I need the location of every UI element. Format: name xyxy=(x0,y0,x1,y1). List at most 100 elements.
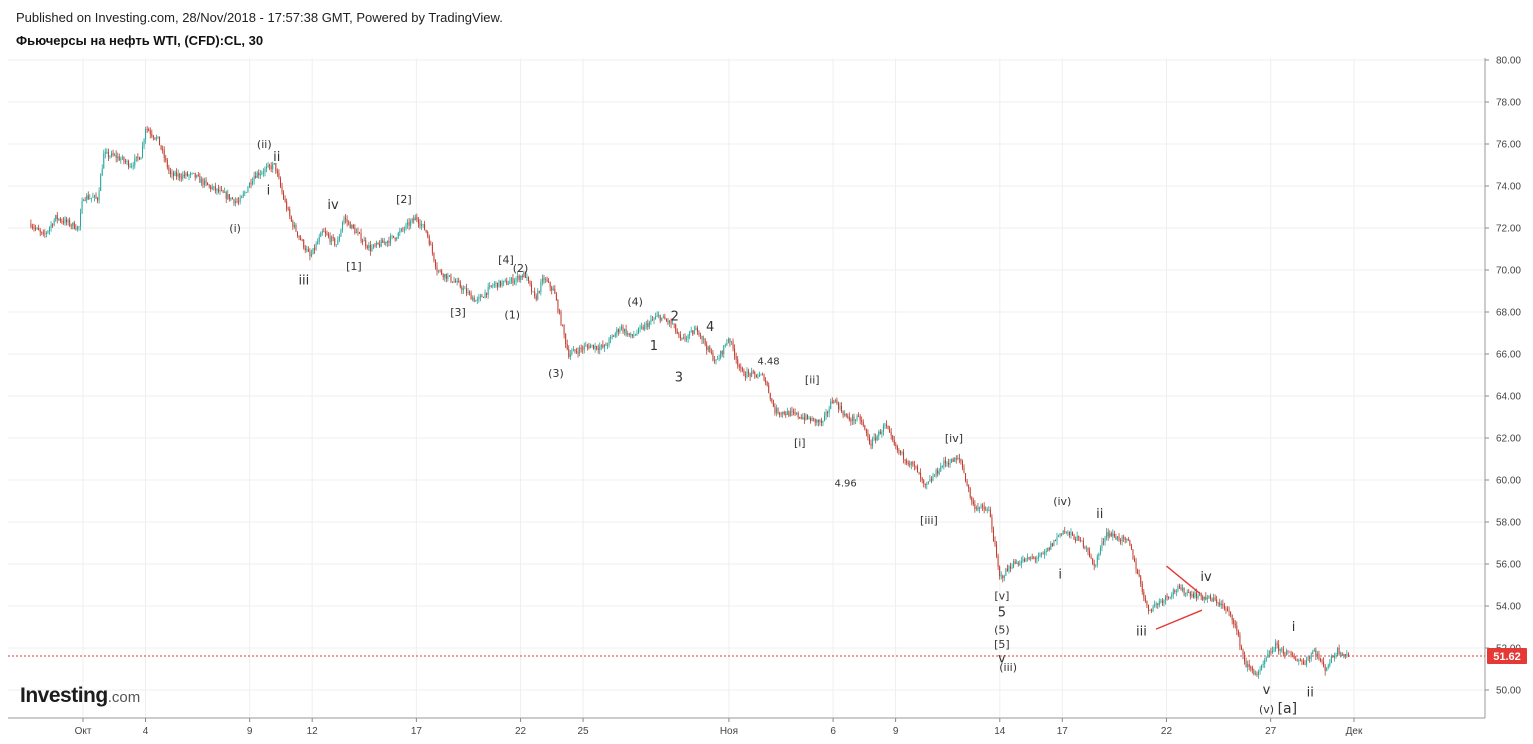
wave-label: [iii] xyxy=(920,514,938,527)
candle-body xyxy=(1197,595,1199,599)
candle-body xyxy=(1183,587,1185,595)
wave-label: 4.96 xyxy=(834,478,856,489)
candle-body xyxy=(971,497,973,502)
candle-body xyxy=(873,437,875,439)
candle-body xyxy=(363,240,365,242)
candle-body xyxy=(52,224,54,226)
candle-body xyxy=(317,241,319,244)
candle-body xyxy=(529,280,531,285)
x-tick-label: 22 xyxy=(1161,726,1173,737)
candle-body xyxy=(1211,598,1213,602)
candle-body xyxy=(1106,532,1108,538)
candle-body xyxy=(1095,564,1097,566)
candle-body xyxy=(177,173,179,177)
candle-body xyxy=(335,244,337,246)
candle-body xyxy=(238,201,240,203)
candle-body xyxy=(540,282,542,292)
candle-body xyxy=(1279,648,1281,652)
candle-body xyxy=(806,414,808,419)
candle-body xyxy=(879,431,881,435)
candle-body xyxy=(839,405,841,409)
candle-body xyxy=(397,232,399,238)
candle-body xyxy=(163,150,165,158)
candle-body xyxy=(1302,661,1304,665)
candle-body xyxy=(650,319,652,323)
candle-body xyxy=(1101,541,1103,548)
candle-body xyxy=(352,224,354,228)
candle-body xyxy=(830,401,832,409)
candle-body xyxy=(940,466,942,472)
candle-body xyxy=(997,555,999,567)
candle-body xyxy=(703,338,705,340)
candle-body xyxy=(1265,657,1267,661)
candle-body xyxy=(769,392,771,399)
candle-body xyxy=(106,151,108,153)
candle-body xyxy=(944,460,946,464)
candle-body xyxy=(1304,664,1306,666)
candle-body xyxy=(1137,569,1139,575)
x-tick-label: 12 xyxy=(307,726,319,737)
candle-body xyxy=(704,338,706,345)
candle-body xyxy=(1013,561,1015,568)
candle-body xyxy=(495,282,497,284)
candle-body xyxy=(166,159,168,168)
candle-body xyxy=(41,231,43,233)
candle-body xyxy=(137,156,139,158)
candle-body xyxy=(1067,531,1069,533)
candle-body xyxy=(887,425,889,430)
candle-body xyxy=(735,356,737,360)
candle-body xyxy=(1087,547,1089,552)
candle-body xyxy=(994,540,996,545)
candle-body xyxy=(371,247,373,252)
candle-body xyxy=(359,232,361,234)
candle-body xyxy=(658,315,660,317)
wave-label: [1] xyxy=(346,260,362,273)
candle-body xyxy=(142,146,144,158)
candle-body xyxy=(514,280,516,284)
wave-label: [ii] xyxy=(805,373,820,386)
candle-body xyxy=(1242,649,1244,655)
candle-body xyxy=(146,129,148,130)
candle-body xyxy=(1163,600,1165,603)
candle-body xyxy=(614,333,616,337)
candle-body xyxy=(414,217,416,221)
logo-text: Investing xyxy=(20,684,108,707)
wave-label: (iv) xyxy=(1053,495,1071,508)
candle-body xyxy=(230,197,232,200)
candle-body xyxy=(176,172,178,177)
candle-body xyxy=(1202,596,1204,600)
candle-body xyxy=(31,227,33,228)
candle-body xyxy=(1282,648,1284,654)
candle-body xyxy=(572,349,574,352)
candle-body xyxy=(957,457,959,460)
candle-body xyxy=(1192,594,1194,598)
candle-body xyxy=(526,276,528,278)
candle-body xyxy=(805,414,807,420)
candle-body xyxy=(506,280,508,285)
candle-body xyxy=(693,330,695,335)
candle-body xyxy=(886,424,888,426)
candle-body xyxy=(120,159,122,161)
candle-body xyxy=(92,197,94,198)
candle-body xyxy=(255,176,257,178)
candle-body xyxy=(478,297,480,300)
candle-body xyxy=(819,420,821,423)
wave-label: [5] xyxy=(994,638,1010,651)
candle-body xyxy=(762,374,764,376)
candle-body xyxy=(431,244,433,253)
candle-body xyxy=(1239,634,1241,647)
wave-label: [iv] xyxy=(945,432,963,445)
candle-body xyxy=(1262,663,1264,666)
candle-body xyxy=(1250,666,1252,668)
candle-body xyxy=(875,437,877,441)
candle-body xyxy=(56,215,58,220)
candle-body xyxy=(244,192,246,194)
candle-body xyxy=(1223,605,1225,609)
candle-body xyxy=(1230,611,1232,615)
candle-body xyxy=(1261,665,1263,670)
candle-body xyxy=(109,156,111,158)
candle-body xyxy=(648,322,650,328)
candle-body xyxy=(1149,609,1151,611)
candle-body xyxy=(816,420,818,423)
